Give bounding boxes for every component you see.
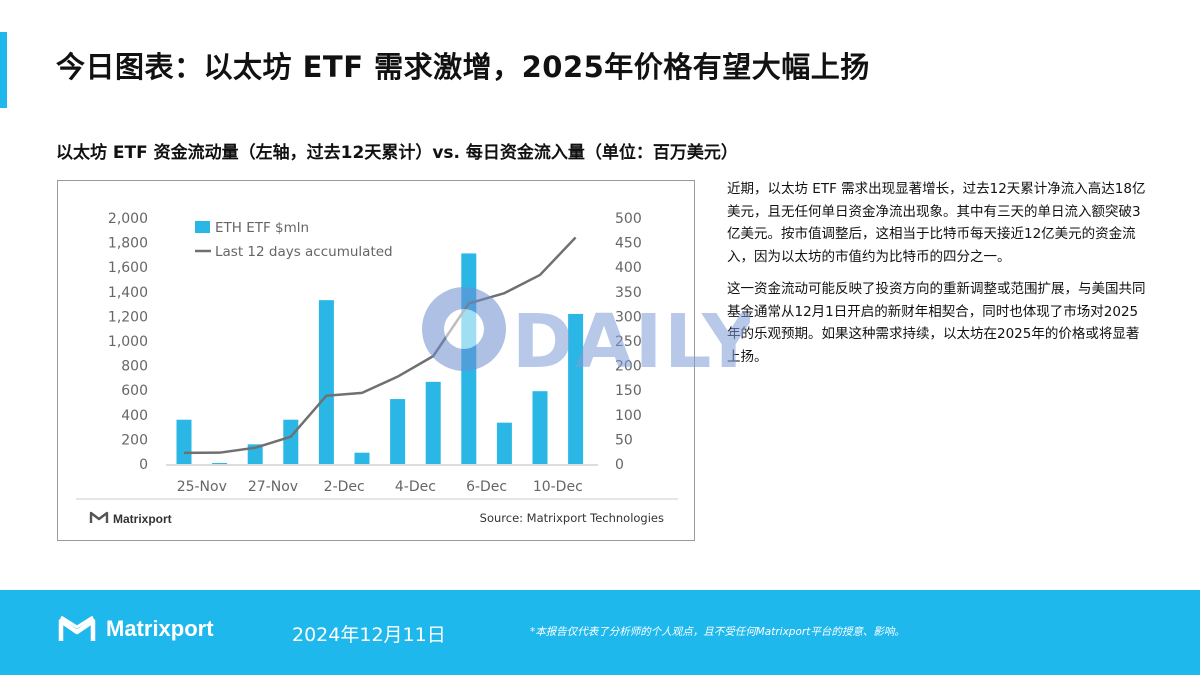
- right-axis-tick-label: 350: [615, 285, 642, 301]
- bar-eth-etf-flow: [568, 313, 584, 464]
- left-axis-tick-label: 1,000: [108, 334, 148, 350]
- x-axis-tick-label: 2-Dec: [324, 479, 365, 495]
- chart-heading: 以太坊 ETF 资金流动量（左轴，过去12天累计）vs. 每日资金流入量（单位：…: [56, 143, 738, 163]
- right-axis-tick-label: 50: [615, 432, 633, 448]
- right-axis-tick-label: 150: [615, 383, 642, 399]
- bar-eth-etf-flow: [318, 300, 334, 464]
- right-axis-tick-label: 400: [615, 260, 642, 276]
- right-axis-tick-label: 450: [615, 236, 642, 252]
- left-axis-tick-label: 1,400: [108, 285, 148, 301]
- footer-brand: Matrixport: [106, 616, 214, 641]
- left-axis-tick-label: 400: [121, 408, 148, 424]
- footer-disclaimer: *本报告仅代表了分析师的个人观点，且不受任何Matrixport平台的授意、影响…: [530, 626, 905, 638]
- bar-eth-etf-flow: [283, 419, 299, 464]
- left-axis-tick-label: 800: [121, 359, 148, 375]
- chart-source: Source: Matrixport Technologies: [480, 511, 664, 525]
- legend-swatch-bar: [195, 221, 210, 233]
- combo-chart: 0 200 400 600 800 1,000 1,200 1,400 1,600 1,800 2,…: [76, 211, 678, 526]
- right-axis-tick-label: 250: [615, 334, 642, 350]
- bar-eth-etf-flow: [390, 399, 406, 464]
- line-accumulated: [183, 236, 577, 455]
- x-axis-tick-label: 10-Dec: [533, 479, 583, 495]
- left-axis-tick-label: 0: [139, 457, 148, 473]
- bar-eth-etf-flow: [461, 253, 477, 464]
- right-axis-tick-label: 200: [615, 359, 642, 375]
- legend-label-line: Last 12 days accumulated: [215, 244, 393, 260]
- left-axis-tick-label: 600: [121, 383, 148, 399]
- chart-frame: 0 200 400 600 800 1,000 1,200 1,400 1,600 1,800 2,…: [57, 180, 695, 541]
- bar-eth-etf-flow: [425, 381, 441, 464]
- left-axis-tick-label: 1,800: [108, 236, 148, 252]
- commentary: 近期，以太坊 ETF 需求出现显著增长，过去12天累计净流入高达18亿美元，且无…: [727, 178, 1147, 378]
- left-axis-tick-label: 1,600: [108, 260, 148, 276]
- right-axis-tick-label: 500: [615, 211, 642, 227]
- bar-eth-etf-flow: [496, 422, 512, 464]
- left-axis-tick-label: 200: [121, 432, 148, 448]
- footer-date: 2024年12月11日: [292, 624, 446, 646]
- chart-brand: Matrixport: [113, 512, 172, 526]
- footer: Matrixport 2024年12月11日 *本报告仅代表了分析师的个人观点，…: [0, 590, 1200, 675]
- right-axis-tick-label: 0: [615, 457, 624, 473]
- x-axis-tick-label: 25-Nov: [177, 479, 227, 495]
- bar-eth-etf-flow: [532, 391, 548, 464]
- right-axis-tick-label: 300: [615, 309, 642, 325]
- matrixport-logo-icon: [58, 615, 96, 641]
- title-accent-bar: [0, 32, 7, 108]
- legend-label-bar: ETH ETF $mln: [215, 220, 309, 236]
- bar-eth-etf-flow: [176, 419, 192, 464]
- commentary-paragraph-2: 这一资金流动可能反映了投资方向的重新调整或范围扩展，与美国共同基金通常从12月1…: [727, 281, 1146, 365]
- bar-eth-etf-flow: [212, 463, 228, 465]
- matrixport-logo-icon: [89, 511, 109, 523]
- bar-eth-etf-flow: [354, 452, 370, 464]
- x-axis-tick-label: 4-Dec: [395, 479, 436, 495]
- right-axis-tick-label: 100: [615, 408, 642, 424]
- x-axis-tick-label: 6-Dec: [466, 479, 507, 495]
- x-axis-tick-label: 27-Nov: [248, 479, 298, 495]
- commentary-paragraph-1: 近期，以太坊 ETF 需求出现显著增长，过去12天累计净流入高达18亿美元，且无…: [727, 181, 1146, 265]
- left-axis-tick-label: 2,000: [108, 211, 148, 227]
- footer-logo: Matrixport: [58, 614, 214, 644]
- page-title: 今日图表：以太坊 ETF 需求激增，2025年价格有望大幅上扬: [56, 50, 870, 84]
- left-axis-tick-label: 1,200: [108, 309, 148, 325]
